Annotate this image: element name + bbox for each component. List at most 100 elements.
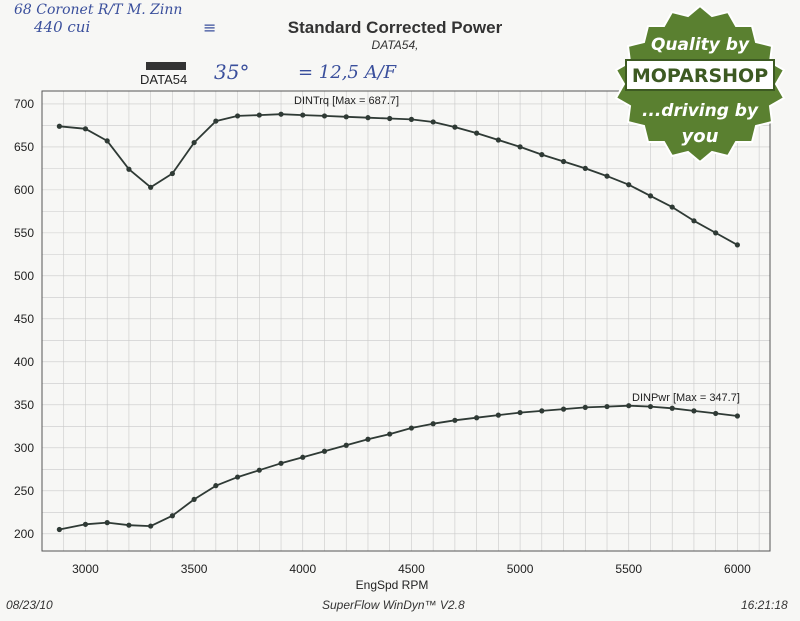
dinpwr-point bbox=[343, 442, 349, 448]
grid-lines bbox=[42, 91, 770, 551]
dinpwr-point bbox=[604, 403, 610, 410]
dinpwr-point bbox=[191, 496, 197, 503]
dinpwr-line bbox=[59, 404, 738, 531]
badge-banner bbox=[625, 59, 775, 91]
moparshop-badge: Quality by MOPARSHOP ...driving by you bbox=[614, 4, 786, 162]
badge-line4: you bbox=[682, 126, 719, 147]
x-axis-label: EngSpd RPM bbox=[356, 578, 429, 592]
dinpwr-point bbox=[148, 523, 154, 529]
x-tick-label: 3000 bbox=[72, 562, 99, 576]
dinpwr-point bbox=[713, 410, 719, 417]
dinpwr-point bbox=[300, 454, 306, 460]
x-tick-label: 5000 bbox=[507, 562, 534, 576]
dinpwr-point bbox=[626, 403, 632, 409]
dintrq-point bbox=[213, 118, 219, 124]
dintrq-point bbox=[343, 114, 349, 120]
dinpwr-point bbox=[474, 415, 480, 421]
badge-line1: Quality by bbox=[651, 35, 750, 55]
print-time: 16:21:18 bbox=[741, 598, 788, 612]
dintrq-point bbox=[539, 152, 545, 158]
dinpwr-point bbox=[126, 522, 132, 528]
dinpwr-point bbox=[213, 483, 219, 489]
dintrq-point bbox=[300, 112, 306, 118]
dinpwr-point bbox=[169, 513, 175, 519]
dintrq-point bbox=[104, 138, 110, 144]
dinpwr-point bbox=[517, 409, 523, 416]
dinpwr-point bbox=[430, 421, 436, 427]
handwritten-car-note: 68 Coronet R/T M. Zinn bbox=[14, 2, 183, 18]
dinpwr-point bbox=[82, 521, 89, 527]
badge-line3: ...driving by bbox=[642, 101, 759, 121]
dintrq-point bbox=[517, 144, 523, 150]
handwritten-air-fuel: = 12,5 A/F bbox=[298, 62, 397, 83]
dintrq-point bbox=[148, 184, 154, 190]
dintrq-label: DINTrq [Max = 687.7] bbox=[294, 95, 399, 107]
dinpwr-point bbox=[452, 417, 458, 423]
y-tick-label: 700 bbox=[14, 97, 34, 111]
dintrq-point bbox=[647, 193, 654, 199]
print-date: 08/23/10 bbox=[6, 598, 53, 612]
chart-title: Standard Corrected Power bbox=[287, 18, 503, 37]
dinpwr-point bbox=[104, 520, 110, 526]
dintrq-point bbox=[365, 115, 371, 121]
dintrq-point bbox=[408, 116, 415, 122]
dintrq-point bbox=[626, 182, 632, 188]
dinpwr-point bbox=[691, 408, 697, 414]
dinpwr-point bbox=[734, 413, 741, 419]
dinpwr-point bbox=[582, 404, 588, 411]
dintrq-point bbox=[82, 126, 89, 132]
dintrq-point bbox=[430, 119, 436, 125]
dintrq-point bbox=[126, 166, 132, 172]
legend-label: DATA54 bbox=[140, 72, 188, 87]
dintrq-point bbox=[56, 123, 62, 129]
y-tick-label: 550 bbox=[14, 226, 34, 240]
y-tick-label: 650 bbox=[14, 140, 34, 154]
dintrq-point bbox=[452, 124, 458, 130]
series-layer bbox=[56, 111, 741, 533]
dinpwr-point bbox=[669, 405, 675, 411]
dintrq-point bbox=[234, 113, 241, 119]
handwritten-displacement: 440 cui bbox=[34, 18, 91, 36]
dinpwr-point bbox=[647, 403, 654, 410]
y-tick-label: 300 bbox=[14, 441, 34, 455]
dinpwr-point bbox=[234, 474, 241, 480]
dinpwr-point bbox=[495, 412, 501, 418]
dinpwr-point bbox=[560, 406, 567, 412]
y-axis: 200 250 300 350 400 450 500 550 600 650 700 bbox=[14, 97, 34, 541]
dintrq-point bbox=[669, 204, 675, 210]
dinpwr-label: DINPwr [Max = 347.7] bbox=[632, 392, 740, 404]
dinpwr-point bbox=[256, 467, 262, 473]
dinpwr-point bbox=[56, 526, 62, 533]
dintrq-line bbox=[59, 113, 738, 246]
y-tick-label: 350 bbox=[14, 398, 34, 412]
dintrq-point bbox=[169, 170, 175, 177]
dinpwr-point bbox=[387, 431, 393, 437]
x-tick-label: 6000 bbox=[724, 562, 751, 576]
dintrq-point bbox=[691, 218, 697, 224]
x-tick-label: 4000 bbox=[289, 562, 316, 576]
dintrq-point bbox=[713, 230, 719, 236]
x-tick-label: 4500 bbox=[398, 562, 425, 576]
dintrq-point bbox=[474, 130, 480, 136]
dinpwr-point bbox=[278, 460, 284, 466]
dinpwr-point bbox=[539, 408, 545, 414]
x-tick-label: 5500 bbox=[615, 562, 642, 576]
x-tick-label: 3500 bbox=[181, 562, 208, 576]
dintrq-point bbox=[278, 111, 284, 117]
dintrq-point bbox=[604, 173, 610, 179]
dintrq-point bbox=[495, 137, 501, 143]
chart-subtitle: DATA54, bbox=[371, 38, 419, 52]
dintrq-point bbox=[582, 165, 588, 171]
scribble-mark: ≡ bbox=[203, 18, 217, 37]
dinpwr-point bbox=[321, 448, 328, 454]
dintrq-point bbox=[387, 115, 393, 122]
software-version: SuperFlow WinDyn™ V2.8 bbox=[322, 598, 465, 612]
dintrq-point bbox=[560, 158, 567, 165]
x-axis: 3000 3500 4000 4500 5000 5500 6000 bbox=[72, 562, 751, 576]
handwritten-timing: 35° bbox=[214, 60, 250, 84]
y-tick-label: 400 bbox=[14, 355, 34, 369]
y-tick-label: 500 bbox=[14, 269, 34, 283]
legend-swatch bbox=[146, 62, 186, 70]
dintrq-point bbox=[256, 112, 262, 118]
